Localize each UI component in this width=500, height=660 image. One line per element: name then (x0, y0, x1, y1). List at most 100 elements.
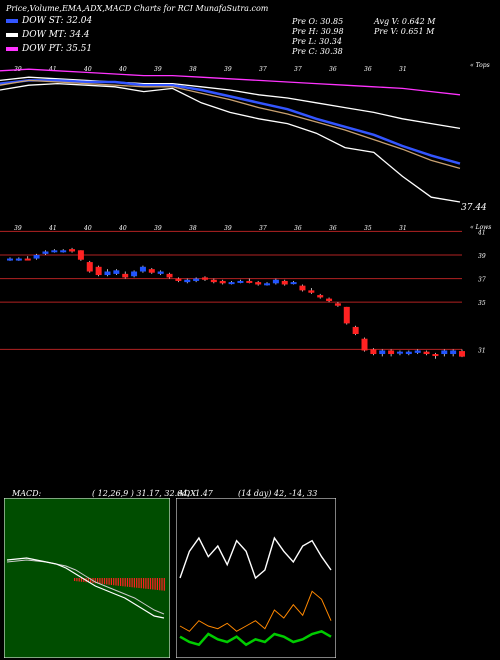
candle-body (193, 278, 200, 281)
macd-histogram-bar (129, 578, 131, 587)
macd-histogram-bar (115, 578, 117, 586)
legend-dow-pt-label: DOW PT: 35.51 (22, 44, 93, 54)
stat-prev-open: Pre O: 30.85 (292, 17, 344, 26)
ema-bottom-label: 39 (224, 225, 232, 232)
candle-body (423, 351, 430, 355)
legend-swatch (6, 18, 18, 23)
ema-top-label: 41 (48, 66, 57, 73)
macd-histogram-bar (159, 578, 161, 591)
candle-body (326, 298, 333, 301)
candle-body (432, 354, 439, 357)
candle-body (272, 279, 279, 284)
macd-histogram-bar (131, 578, 133, 588)
candle-body (139, 266, 146, 272)
macd-histogram-bar (154, 578, 156, 590)
legend-swatch (6, 46, 18, 51)
legend-dow-mt: DOW MT: 34.4 (6, 30, 90, 40)
macd-histogram-bar (113, 578, 115, 586)
macd-histogram-bar (101, 578, 103, 584)
ema-bottom-label: 40 (118, 225, 127, 232)
ema-line-4 (0, 82, 461, 203)
macd-background (4, 498, 170, 658)
candle-body (255, 282, 262, 285)
candle-body (361, 338, 368, 351)
candle-body (228, 282, 235, 285)
candle-body (237, 280, 244, 283)
candle-body (95, 266, 102, 276)
ema-corner-label: « Tops (470, 62, 490, 69)
candle-body (396, 351, 403, 354)
macd-signal-line (6, 559, 165, 615)
adx-title: ADX (178, 489, 196, 498)
ema-top-label: 36 (364, 66, 372, 73)
price-tick-label: 35 (478, 300, 486, 307)
macd-histogram-bar (133, 578, 135, 588)
ema-line-3 (0, 79, 461, 170)
candle-body (33, 255, 40, 259)
macd-histogram-bar (99, 578, 101, 584)
legend-dow-st: DOW ST: 32.04 (6, 16, 92, 26)
macd-title: MACD: (12, 489, 42, 498)
ema-chart: 39 41 40 40 39 38 39 37 37 36 36 31 (0, 66, 461, 203)
macd-histogram-bar (140, 578, 142, 589)
macd-chart (4, 498, 170, 658)
adx-values: (14 day) 42, -14, 33 (238, 489, 318, 498)
candle-body (246, 280, 253, 283)
candle-body (166, 273, 173, 278)
candle-body (113, 270, 120, 274)
candle-body (104, 271, 111, 276)
ema-line-0 (0, 68, 461, 96)
macd-histogram-bar (110, 578, 112, 585)
adx-di-plus-line (179, 590, 332, 632)
candle-body (15, 258, 22, 261)
candle-body (370, 349, 377, 355)
candle-body (441, 350, 448, 355)
ema-bottom-label: 40 (83, 225, 92, 232)
adx-di-minus-line (179, 629, 332, 647)
candle-body (414, 350, 421, 353)
macd-histogram-bar (138, 578, 140, 588)
price-tick-label: 37 (478, 277, 486, 284)
candle-body (281, 280, 288, 285)
macd-histogram-bar (80, 578, 83, 582)
macd-histogram-bar (149, 578, 152, 590)
macd-histogram-bar (124, 578, 126, 587)
candle-body (77, 250, 84, 260)
candle-body (210, 279, 217, 283)
candle-body (201, 277, 208, 280)
candle-body (459, 351, 465, 357)
macd-histogram-bar (147, 578, 149, 589)
ema-line-1 (0, 76, 461, 130)
macd-histogram-bar (145, 578, 147, 589)
candle-body (51, 250, 58, 253)
ema-top-label: 40 (118, 66, 127, 73)
candle-body (290, 282, 297, 285)
candle-body (69, 249, 76, 252)
stat-prev-high: Pre H: 30.98 (292, 27, 344, 36)
candle-body (317, 295, 324, 298)
price-chart: 39 41 40 40 39 38 39 37 36 36 35 31 41 39 37 35 31 (0, 225, 486, 359)
legend-swatch (6, 32, 18, 37)
ema-top-label: 39 (154, 66, 162, 73)
adx-line (179, 536, 332, 580)
macd-histogram-bar (122, 578, 124, 587)
adx-chart (176, 498, 336, 658)
ema-last-price: 37.44 (461, 203, 487, 213)
chart-title: Price,Volume,EMA,ADX,MACD Charts for RCI… (6, 4, 269, 13)
candle-body (60, 250, 67, 253)
ema-top-label: 31 (399, 66, 407, 73)
candle-body (450, 350, 457, 355)
candle-body (131, 271, 138, 277)
macd-values: ( 12,26,9 ) 31.17, 32.64, -1.47 (92, 489, 213, 498)
candle-body (388, 350, 395, 355)
ema-bottom-label: 36 (329, 225, 337, 232)
candle-body (7, 258, 13, 261)
ema-bottom-label: 35 (364, 225, 372, 232)
macd-histogram-bar (120, 578, 122, 586)
macd-histogram-bar (152, 578, 154, 590)
macd-histogram-bar (161, 578, 163, 591)
candle-body (299, 285, 306, 291)
macd-histogram-bar (108, 578, 110, 585)
macd-line (6, 557, 165, 619)
candle-body (352, 326, 359, 334)
